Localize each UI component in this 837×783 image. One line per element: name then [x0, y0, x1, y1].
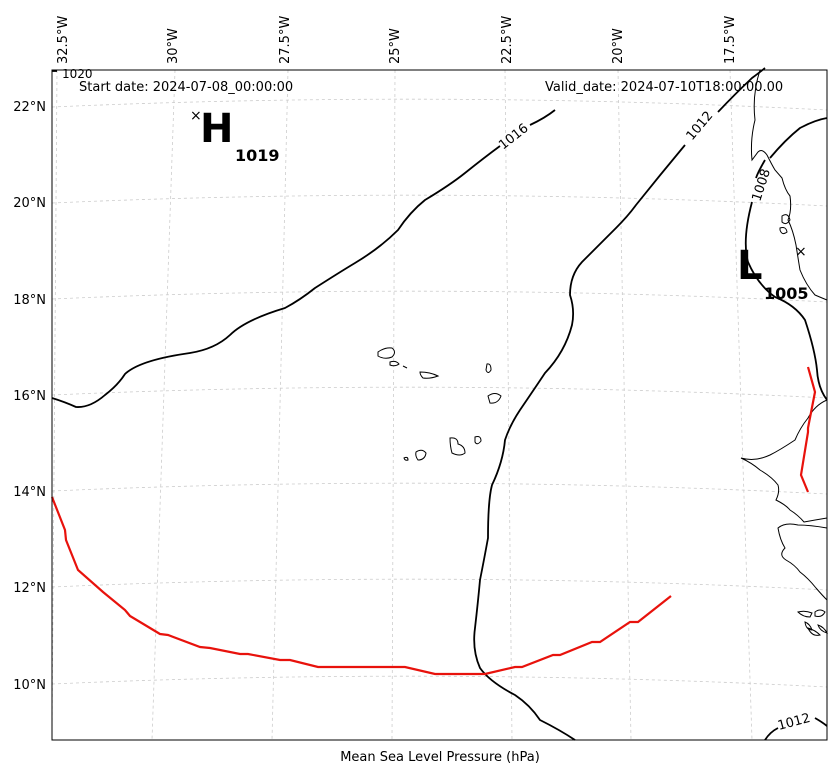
- island-bijagos-b: [807, 627, 821, 636]
- island-bissagos: [814, 609, 826, 617]
- valid-date-label: Valid_date: 2024-07-10T18:00:00.00: [545, 80, 783, 95]
- high-pressure-center: × H 1019: [190, 106, 280, 165]
- isobar-1012-bottom: [764, 727, 779, 741]
- island-santiago: [449, 437, 466, 456]
- isobar-1008-upper: [769, 117, 828, 159]
- start-date-label: Start date: 2024-07-08_00:00:00: [79, 80, 293, 95]
- low-center-pressure: 1005: [764, 284, 809, 303]
- parallel-22n: [51, 98, 828, 111]
- isobar-1012-bottom-right: [814, 717, 828, 727]
- parallel-16n: [51, 386, 828, 399]
- cape-verde-islands: [377, 347, 502, 461]
- high-center-pressure: 1019: [235, 146, 280, 165]
- low-center-marker: ×: [795, 244, 807, 260]
- map-frame: [51, 69, 828, 741]
- isobar-1012: [473, 144, 686, 741]
- island-sao-nicolau: [419, 371, 440, 379]
- island-sal: [485, 363, 492, 373]
- isobar-1008-lower: [744, 201, 828, 401]
- contour-label-1012-top: 1012: [684, 109, 717, 144]
- isobar-1016-top: [529, 109, 556, 126]
- low-center-letter: L: [737, 243, 763, 289]
- longitude-labels: 32.5°W 30°W 27.5°W 25°W 22.5°W 20°W 17.5…: [56, 16, 738, 64]
- island-brava: [403, 456, 409, 461]
- lat-label-16n: 16°N: [13, 389, 46, 404]
- track-lines: [50, 366, 817, 676]
- island-bijagos-c: [817, 624, 828, 634]
- isobar-1016: [51, 145, 501, 408]
- parallel-10n: [51, 675, 828, 688]
- parallel-12n: [51, 578, 828, 591]
- island-fogo: [415, 449, 427, 461]
- africa-coast-upper: [750, 69, 828, 301]
- track-main: [50, 496, 672, 676]
- lon-label-32-5w: 32.5°W: [56, 16, 71, 64]
- isobar-1012-top: [717, 67, 766, 113]
- isobar-1008: [755, 159, 766, 179]
- meridian-30w: [151, 69, 176, 741]
- island-santo-antao: [377, 347, 395, 359]
- lon-label-22-5w: 22.5°W: [500, 16, 515, 64]
- island-fogo-area: [797, 610, 813, 618]
- graticule: [51, 69, 828, 741]
- parallel-18n: [51, 290, 828, 303]
- contour-label-1012-bottom: 1012: [776, 711, 812, 734]
- lon-label-27-5w: 27.5°W: [278, 16, 293, 64]
- coastline: [740, 69, 828, 636]
- lat-label-20n: 20°N: [13, 196, 46, 211]
- island-sao-vicente: [389, 360, 400, 367]
- contour-label-1008: 1008: [750, 167, 774, 203]
- isobars: [51, 67, 828, 741]
- meridian-32-5w: [51, 69, 58, 741]
- meridian-25w: [391, 69, 396, 741]
- contour-label-1016: 1016: [496, 121, 531, 153]
- contour-label-1020: 1020: [62, 67, 93, 81]
- low-pressure-center: × L 1005: [737, 243, 809, 303]
- lon-label-17-5w: 17.5°W: [723, 16, 738, 64]
- bay-banc-arguin: [781, 214, 791, 225]
- africa-coast-guinea: [777, 523, 828, 601]
- latitude-labels: 22°N 20°N 18°N 16°N 14°N 12°N 10°N: [13, 100, 46, 693]
- parallel-14n: [51, 482, 828, 495]
- lon-label-25w: 25°W: [388, 28, 403, 64]
- lat-label-10n: 10°N: [13, 678, 46, 693]
- island-santa-luzia: [402, 365, 408, 369]
- track-africa: [799, 366, 817, 493]
- meridian-20w: [617, 69, 632, 741]
- lat-label-22n: 22°N: [13, 100, 46, 115]
- meridian-22-5w: [504, 69, 513, 741]
- bay-banc-arguin-2: [779, 227, 788, 235]
- contour-labels: 1020 1016 1012 1008 1012: [62, 67, 812, 734]
- island-boa-vista: [487, 393, 502, 404]
- high-center-letter: H: [200, 106, 233, 152]
- high-center-marker: ×: [190, 108, 202, 124]
- meridian-27-5w: [271, 69, 289, 741]
- parallel-20n: [51, 194, 828, 207]
- lat-label-12n: 12°N: [13, 581, 46, 596]
- lat-label-18n: 18°N: [13, 293, 46, 308]
- meridian-17-5w: [729, 69, 753, 741]
- lat-label-14n: 14°N: [13, 485, 46, 500]
- lon-label-20w: 20°W: [611, 28, 626, 64]
- lon-label-30w: 30°W: [166, 28, 181, 64]
- island-maio: [474, 436, 482, 445]
- africa-coast-lower: [740, 399, 828, 523]
- footer-title: Mean Sea Level Pressure (hPa): [340, 750, 540, 765]
